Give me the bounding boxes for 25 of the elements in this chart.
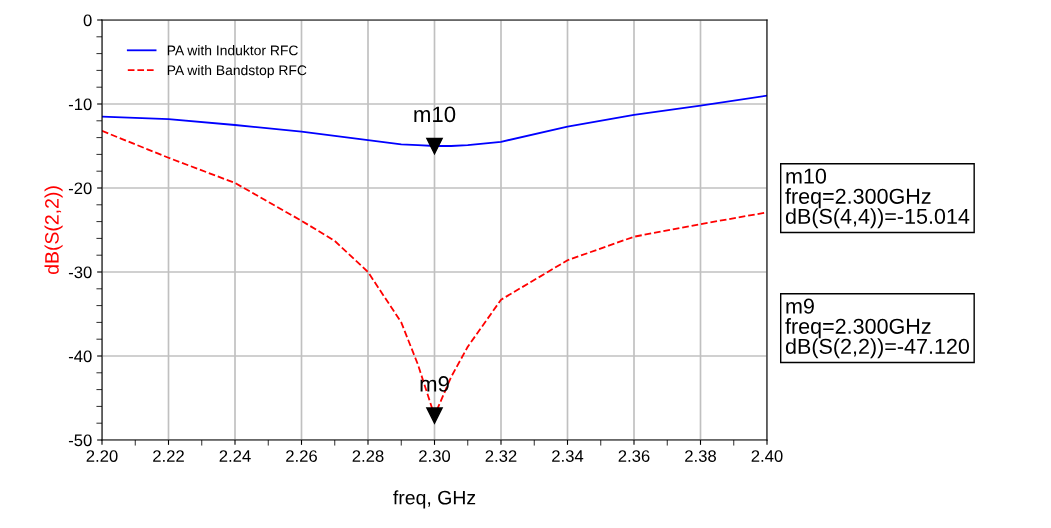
annotation: m9 — [420, 376, 449, 392]
y-axis-title: dB(S(2,2)) — [44, 186, 63, 275]
x-tick-label: 2.24 — [219, 450, 251, 462]
legend-label: PA with Induktor RFC — [167, 45, 298, 56]
annotation: m10 — [414, 106, 456, 123]
y-tick-label: 0 — [83, 14, 92, 27]
x-tick-label: 2.22 — [153, 450, 184, 462]
x-tick-label: 2.38 — [685, 450, 716, 462]
x-tick-label: 2.36 — [618, 450, 650, 462]
x-tick-label: 2.20 — [86, 450, 118, 462]
y-tick-label: -20 — [68, 182, 92, 195]
text: m10 freq=2.300GHz dB(S(4,4))=-15.014 — [785, 168, 970, 229]
x-tick-label: 2.26 — [286, 450, 317, 462]
x-axis-title: freq, GHz — [393, 490, 476, 509]
legend-label: PA with Bandstop RFC — [167, 64, 307, 78]
y-tick-label: -50 — [68, 434, 92, 447]
x-tick-label: 2.28 — [352, 450, 384, 462]
x-tick-label: 2.30 — [419, 450, 451, 462]
x-tick-label: 2.34 — [552, 450, 584, 462]
x-tick-label: 2.32 — [485, 450, 517, 462]
y-tick-label: -30 — [68, 266, 92, 279]
text: m9 freq=2.300GHz dB(S(2,2))=-47.120 — [785, 298, 970, 359]
y-tick-label: -40 — [68, 350, 92, 363]
x-tick-label: 2.40 — [751, 450, 783, 462]
y-tick-label: -10 — [68, 98, 92, 111]
